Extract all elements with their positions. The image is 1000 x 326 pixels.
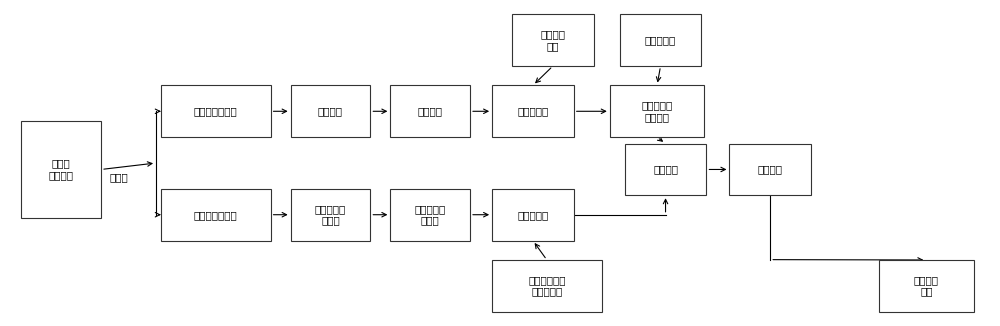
Text: 待处理土壤: 待处理土壤 xyxy=(517,106,549,116)
Text: 化学还原
药剂: 化学还原 药剂 xyxy=(540,29,565,51)
FancyBboxPatch shape xyxy=(161,189,271,241)
Text: 稳定化药剂: 稳定化药剂 xyxy=(645,35,676,45)
Text: 后期跟踪
监测: 后期跟踪 监测 xyxy=(914,275,939,297)
Text: 生物化学还原
稳定化药剂: 生物化学还原 稳定化药剂 xyxy=(528,275,566,297)
Text: 原地异位修
复反应池: 原地异位修 复反应池 xyxy=(641,100,673,122)
Text: 重度铬污染土壤: 重度铬污染土壤 xyxy=(194,106,238,116)
FancyBboxPatch shape xyxy=(291,85,370,137)
FancyBboxPatch shape xyxy=(161,85,271,137)
Text: 土壤开挖: 土壤开挖 xyxy=(318,106,343,116)
Text: 分界线: 分界线 xyxy=(110,172,128,183)
Text: 轻度铬污染土壤: 轻度铬污染土壤 xyxy=(194,210,238,220)
FancyBboxPatch shape xyxy=(492,189,574,241)
Text: 六价铬
污染场地: 六价铬 污染场地 xyxy=(49,159,74,180)
FancyBboxPatch shape xyxy=(879,260,974,312)
FancyBboxPatch shape xyxy=(512,14,594,66)
Text: 待处理土壤: 待处理土壤 xyxy=(517,210,549,220)
FancyBboxPatch shape xyxy=(21,121,101,218)
Text: 土壤筛分: 土壤筛分 xyxy=(418,106,443,116)
Text: 检测验收: 检测验收 xyxy=(758,164,783,174)
Text: 修复反应: 修复反应 xyxy=(653,164,678,174)
FancyBboxPatch shape xyxy=(390,189,470,241)
Text: 原位修复设
备定点: 原位修复设 备定点 xyxy=(315,204,346,226)
FancyBboxPatch shape xyxy=(610,85,704,137)
FancyBboxPatch shape xyxy=(390,85,470,137)
FancyBboxPatch shape xyxy=(620,14,701,66)
FancyBboxPatch shape xyxy=(492,85,574,137)
FancyBboxPatch shape xyxy=(291,189,370,241)
FancyBboxPatch shape xyxy=(729,144,811,195)
Text: 原位修复设
备定位: 原位修复设 备定位 xyxy=(415,204,446,226)
FancyBboxPatch shape xyxy=(625,144,706,195)
FancyBboxPatch shape xyxy=(492,260,602,312)
